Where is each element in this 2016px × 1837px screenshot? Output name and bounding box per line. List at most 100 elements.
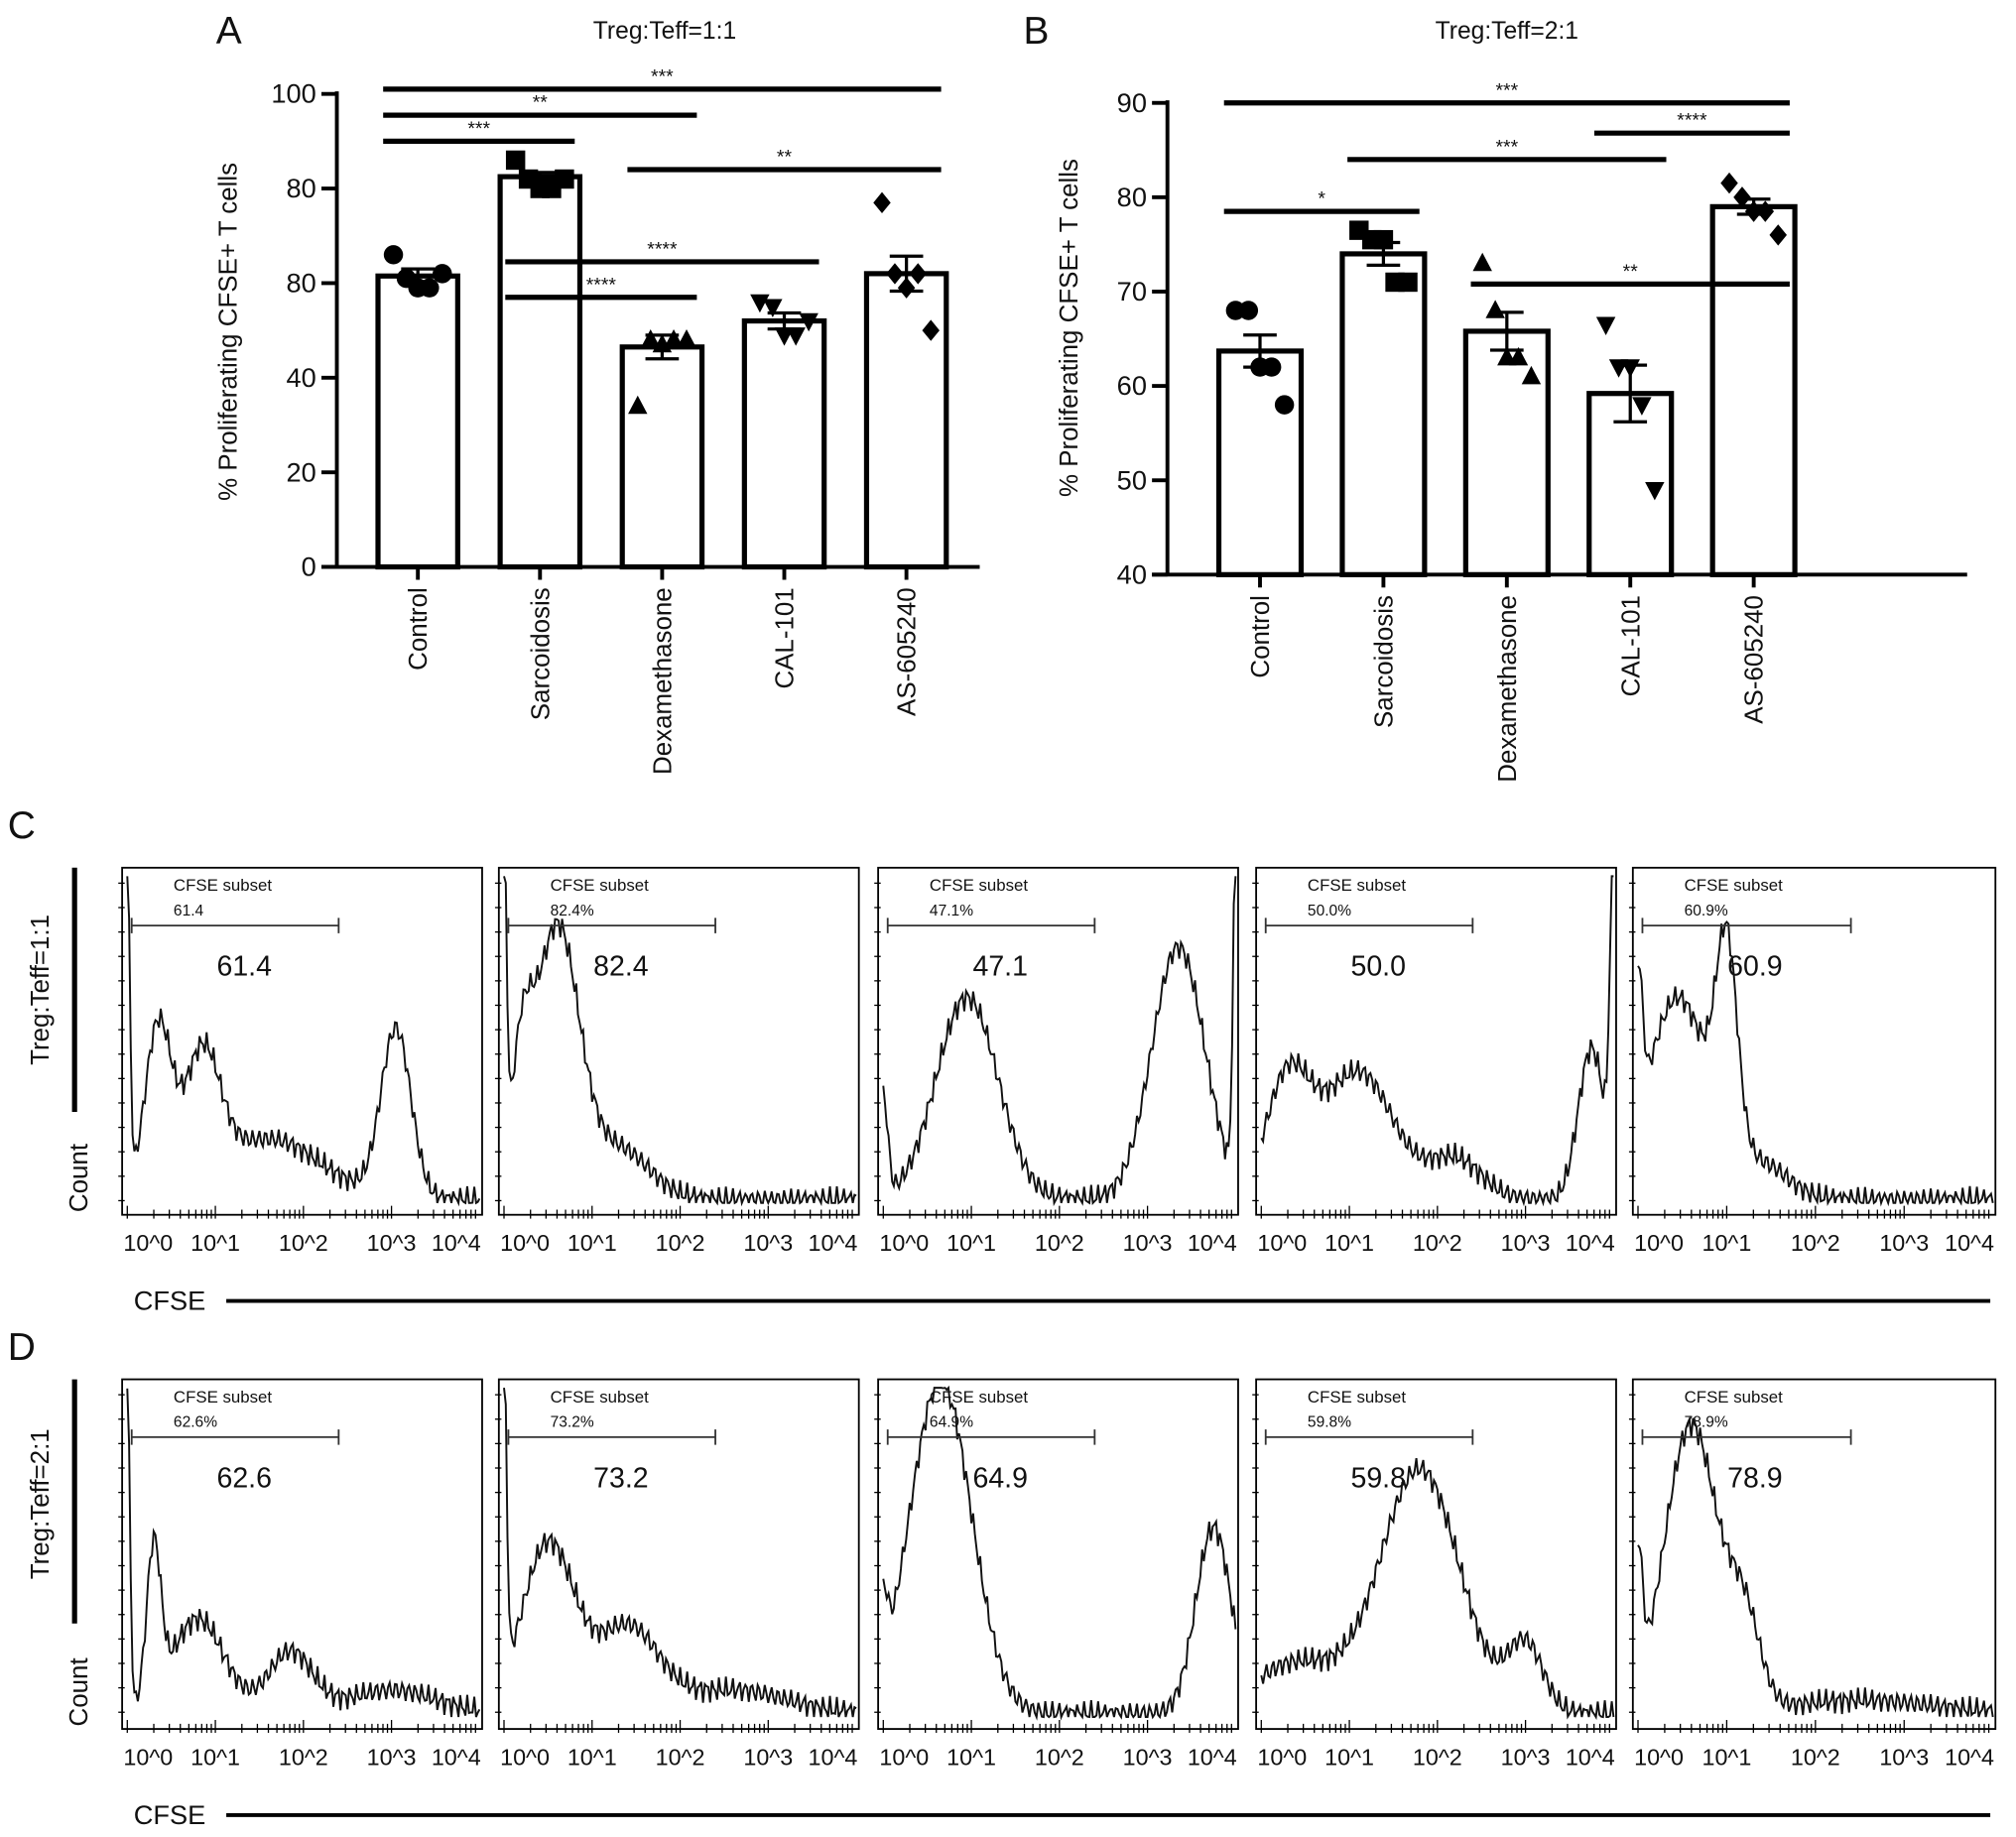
gate-marker (507, 1429, 716, 1445)
data-point (786, 327, 806, 346)
plot-frame (877, 1378, 1239, 1730)
gate-marker (1641, 1429, 1852, 1445)
chart-a-ylabel: % Proliferating CFSE+ T cells (214, 163, 242, 501)
data-point (750, 294, 770, 313)
histogram-curve (126, 1388, 481, 1718)
histogram-curve (882, 876, 1237, 1207)
plot-frame (121, 1378, 483, 1730)
x-tick-label: 10^4 (1945, 1744, 1994, 1770)
x-tick-label: Dexamethasone (649, 587, 677, 775)
x-tick-label: 10^2 (656, 1744, 705, 1770)
y-tick-label: 60 (1117, 370, 1147, 401)
panel-letter-d: D (8, 1326, 36, 1369)
x-tick-label: CAL-101 (772, 587, 800, 688)
significance-label: ** (1623, 261, 1639, 283)
x-tick-label: 10^0 (1634, 1230, 1684, 1256)
histogram-curve (503, 1388, 857, 1718)
data-point (763, 299, 783, 317)
x-tick-label: 10^3 (1123, 1744, 1173, 1770)
x-tick-label: 10^3 (743, 1744, 793, 1770)
bar (1462, 328, 1551, 577)
data-point (433, 264, 452, 284)
data-point (1508, 346, 1529, 366)
x-tick-label: 10^4 (432, 1230, 481, 1256)
data-point (886, 263, 904, 285)
x-tick-label: 10^4 (1188, 1744, 1237, 1770)
y-tick-label: 20 (287, 456, 316, 487)
x-tick-label: 10^3 (1123, 1230, 1173, 1256)
plot-frame (1631, 1378, 1997, 1730)
gate-percentage: 73.2% (551, 1414, 594, 1431)
data-point (555, 169, 574, 189)
x-tick-label: 10^3 (1501, 1744, 1551, 1770)
bar (741, 317, 827, 570)
histogram-plot: 10^0 10^1 10^2 10^3 10^4 CFSE subset 61.4 61.4 (118, 866, 483, 1256)
gate-label: CFSE subset (551, 876, 649, 895)
plot-frame (497, 866, 860, 1216)
x-tick-label: 10^4 (432, 1744, 481, 1770)
histogram-curve (1637, 920, 1994, 1207)
gate-marker (507, 918, 716, 933)
plot-frame (121, 866, 483, 1216)
proliferation-value: 62.6 (216, 1462, 271, 1494)
gate-percentage: 59.8% (1308, 1414, 1351, 1431)
x-tick-label: 10^2 (279, 1744, 328, 1770)
x-tick-label: 10^1 (1701, 1230, 1751, 1256)
x-tick-label: 10^0 (1634, 1744, 1684, 1770)
histogram-plot: 10^0 10^1 10^2 10^3 10^4 CFSE subset 78.9% 78.9 (1628, 1378, 1997, 1770)
histogram-plot: 10^0 10^1 10^2 10^3 10^4 CFSE subset 82.4% 82.4 (494, 866, 860, 1256)
x-tick-label: Sarcoidosis (1370, 595, 1398, 728)
significance-label: *** (1495, 79, 1518, 101)
x-tick-label: 10^0 (1257, 1230, 1307, 1256)
proliferation-value: 64.9 (972, 1462, 1027, 1494)
data-point (1632, 397, 1652, 416)
gate-percentage: 64.9% (930, 1414, 973, 1431)
gate-marker (1641, 918, 1852, 933)
y-tick-label: 80 (287, 173, 316, 203)
bar (375, 273, 460, 570)
bar (863, 271, 949, 570)
x-tick-label: 10^1 (1701, 1744, 1751, 1770)
x-tick-label: Dexamethasone (1494, 595, 1522, 783)
gate-label: CFSE subset (1308, 1388, 1406, 1407)
bar-chart-a: 0 20 40 80 80 100 Control Sarcoidosis Dexamethas… (271, 65, 980, 775)
chart-b-ylabel: % Proliferating CFSE+ T cells (1056, 159, 1083, 497)
x-tick-label: 10^0 (500, 1230, 550, 1256)
histogram-plot: 10^0 10^1 10^2 10^3 10^4 CFSE subset 73.2% 73.2 (494, 1378, 860, 1770)
data-point (664, 328, 684, 348)
gate-marker (130, 918, 340, 933)
x-tick-label: 10^1 (1324, 1230, 1374, 1256)
proliferation-value: 47.1 (972, 951, 1027, 983)
histogram-curve (1260, 875, 1614, 1207)
y-tick-label: 50 (1117, 464, 1147, 495)
significance-label: ** (777, 146, 793, 168)
data-point (1472, 252, 1492, 272)
x-tick-label: 10^0 (879, 1744, 929, 1770)
x-tick-label: 10^3 (1501, 1230, 1551, 1256)
x-tick-label: CAL-101 (1617, 595, 1645, 696)
plot-frame (1255, 1378, 1617, 1730)
plot-frame (1255, 866, 1617, 1216)
data-point (1521, 365, 1542, 385)
histogram-plot: 10^0 10^1 10^2 10^3 10^4 CFSE subset 50.0% 50.0 (1252, 866, 1617, 1256)
data-point (909, 263, 928, 285)
x-tick-label: 10^2 (1035, 1744, 1084, 1770)
x-tick-label: 10^2 (1791, 1230, 1840, 1256)
x-tick-label: 10^2 (1791, 1744, 1840, 1770)
data-point (1595, 316, 1616, 335)
gate-percentage: 60.9% (1685, 903, 1728, 919)
gate-marker (886, 918, 1096, 933)
y-tick-label: 80 (287, 267, 316, 298)
gate-percentage: 50.0% (1308, 903, 1351, 919)
significance-label: *** (467, 118, 490, 140)
panel-letter-b: B (1024, 10, 1050, 53)
data-point (1398, 272, 1418, 293)
data-point (677, 328, 696, 348)
proliferation-value: 73.2 (593, 1462, 648, 1494)
data-point (1756, 200, 1775, 222)
histogram-plot: 10^0 10^1 10^2 10^3 10^4 CFSE subset 60.9% 60.9 (1628, 866, 1997, 1256)
x-tick-label: 10^2 (1035, 1230, 1084, 1256)
y-axis-label: Count (65, 1657, 93, 1727)
plot-frame (877, 866, 1239, 1216)
